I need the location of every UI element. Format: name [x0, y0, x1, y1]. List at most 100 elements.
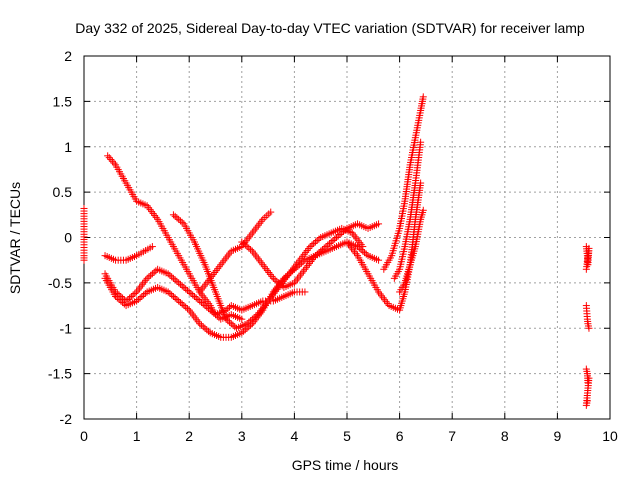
data-point	[252, 312, 260, 320]
series-arc-g	[238, 220, 383, 291]
data-point	[137, 282, 145, 290]
data-point	[148, 270, 156, 278]
data-point	[117, 297, 125, 305]
data-point	[164, 270, 172, 278]
data-point	[193, 316, 201, 324]
data-point	[329, 237, 337, 245]
x-tick-label: 5	[343, 428, 351, 444]
data-point	[120, 300, 128, 308]
data-point	[238, 329, 246, 337]
data-point	[110, 159, 118, 167]
data-point	[104, 152, 112, 160]
data-point	[257, 259, 265, 267]
data-point	[245, 233, 253, 241]
data-point	[224, 251, 232, 259]
data-point	[136, 294, 144, 302]
data-point	[250, 314, 258, 322]
data-point	[175, 297, 183, 305]
x-tick-label: 4	[291, 428, 299, 444]
data-point	[176, 217, 184, 225]
series-arc-b	[101, 265, 246, 323]
data-point	[315, 249, 323, 257]
data-point	[221, 255, 229, 263]
chart-title: Day 332 of 2025, Sidereal Day-to-day VTE…	[75, 20, 585, 36]
x-tick-label: 2	[185, 428, 193, 444]
data-point	[206, 306, 214, 314]
data-point	[192, 294, 200, 302]
x-tick-label: 0	[80, 428, 88, 444]
data-point	[182, 285, 190, 293]
tick-label-layer: 0 1 2 3 4 5 6 7 8 9 10 -2 -1.5 -1 -0.5 0 0.5 1 1.5 2	[48, 48, 618, 444]
data-point	[240, 240, 248, 248]
data-point	[296, 256, 304, 264]
data-point	[148, 243, 156, 251]
data-point	[127, 292, 135, 300]
data-point	[191, 314, 199, 322]
data-point	[317, 247, 325, 255]
data-point	[238, 315, 246, 323]
data-point	[238, 238, 246, 246]
series-arc-e	[169, 211, 367, 332]
data-point	[265, 269, 273, 277]
data-point	[313, 237, 321, 245]
data-point	[210, 309, 218, 317]
data-point	[311, 238, 319, 246]
data-point	[245, 244, 253, 252]
data-point	[351, 248, 359, 256]
data-point	[215, 263, 223, 271]
data-point	[224, 305, 232, 313]
data-point	[217, 261, 225, 269]
data-point	[299, 267, 307, 275]
y-tick-label: 1.5	[53, 93, 73, 109]
data-point	[168, 291, 176, 299]
x-tick-label: 6	[396, 428, 404, 444]
data-point	[332, 234, 340, 241]
data-point	[150, 268, 158, 276]
y-tick-label: 2	[64, 48, 72, 64]
data-point	[171, 276, 179, 284]
data-point	[324, 241, 332, 249]
data-point	[173, 214, 181, 222]
data-point	[331, 235, 339, 243]
data-point	[229, 321, 237, 329]
data-point	[131, 289, 139, 297]
data-point	[204, 327, 212, 335]
data-point	[223, 253, 231, 261]
data-point	[126, 294, 134, 302]
data-point	[320, 244, 328, 252]
data-point	[305, 245, 313, 253]
data-point	[222, 315, 230, 323]
data-point	[194, 296, 202, 304]
data-point	[379, 294, 387, 302]
data-point	[168, 273, 176, 281]
data-point	[190, 312, 198, 320]
data-point	[325, 240, 333, 248]
data-point	[271, 276, 279, 284]
data-point	[133, 288, 141, 296]
data-point	[263, 267, 271, 275]
series-arc-j	[390, 138, 425, 282]
data-point	[164, 288, 172, 296]
data-point	[199, 284, 207, 292]
data-point	[105, 154, 113, 162]
data-point	[338, 229, 346, 237]
data-point	[208, 308, 216, 316]
data-point	[196, 297, 204, 305]
x-tick-label: 8	[501, 428, 509, 444]
data-point	[378, 292, 386, 300]
data-point	[133, 297, 141, 305]
data-point	[218, 259, 226, 267]
y-tick-label: -1.5	[48, 366, 72, 382]
data-point	[275, 279, 283, 287]
data-point	[259, 261, 267, 269]
data-point	[182, 303, 190, 311]
data-point	[322, 243, 330, 251]
data-point	[267, 208, 275, 216]
y-tick-label: 0	[64, 230, 72, 246]
data-point	[245, 318, 253, 326]
data-point	[308, 241, 316, 249]
data-point	[254, 221, 262, 229]
data-point	[243, 243, 251, 251]
data-point	[295, 273, 303, 281]
